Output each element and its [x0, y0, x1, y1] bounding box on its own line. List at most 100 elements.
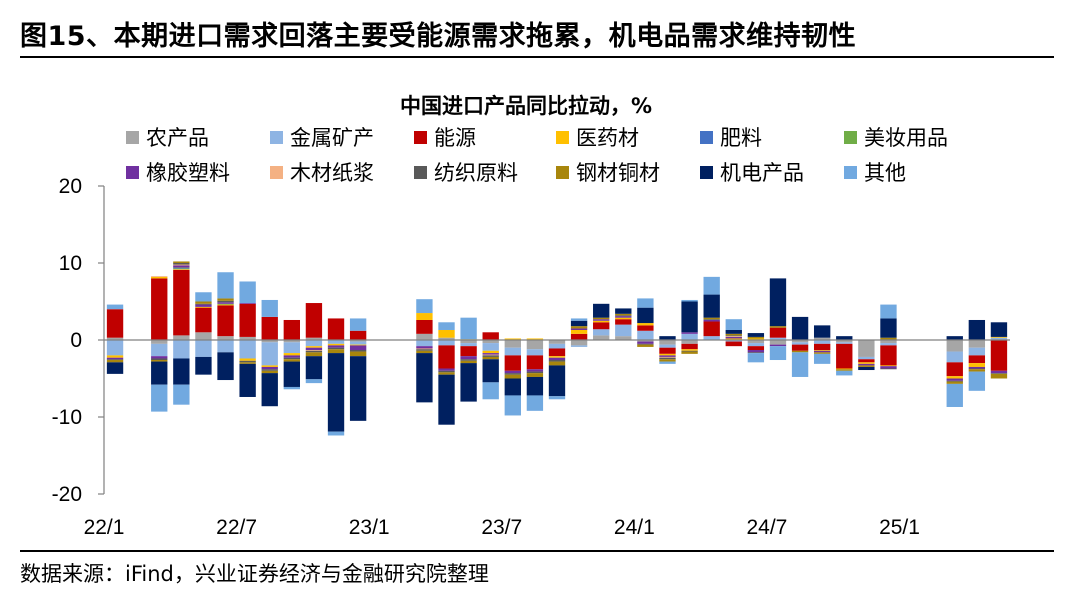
bar-segment-23/9-1	[548, 340, 566, 344]
bar-segment-24/3-9	[681, 350, 698, 352]
bar-segment-22/3-2	[151, 343, 168, 357]
bar-segment-22/5-4	[195, 306, 212, 308]
bar-segment-24/9-1	[813, 337, 831, 340]
bar-segment-23/4-2	[438, 340, 455, 346]
bar-segment-24/4-2	[703, 336, 720, 340]
bar-segment-23/5-12	[460, 317, 477, 340]
legend-swatch-10	[556, 166, 569, 179]
legend-swatch-4	[556, 131, 569, 144]
bar-segment-23/11-10	[593, 317, 610, 320]
bar-segment-22/9-3	[283, 319, 300, 340]
bar-segment-24/4-11	[703, 294, 720, 318]
bar-segment-22/9-2	[283, 342, 300, 354]
bar-segment-22/3-11	[151, 361, 168, 385]
bar-segment-23/12-2	[615, 324, 632, 337]
bar-segment-22/1-4	[106, 355, 124, 358]
bar-segment-22/10-8	[305, 350, 323, 351]
bar-segment-25/3-9	[946, 380, 963, 382]
bar-segment-23/11-3	[593, 322, 610, 330]
bar-segment-23/6-9	[482, 355, 499, 357]
bar-segment-22/9-1	[283, 340, 300, 343]
bar-segment-24/1-10	[637, 344, 654, 347]
legend-label-11: 机电产品	[720, 161, 804, 185]
bar-segment-23/11-4	[593, 320, 610, 323]
bar-segment-22/11-12	[327, 431, 345, 436]
bar-segment-23/5-9	[460, 359, 477, 361]
bar-segment-23/3-2	[416, 340, 433, 347]
bar-segment-23/4-3	[438, 345, 455, 369]
bar-segment-23/9-7	[548, 357, 566, 361]
bar-segment-22/5-3	[195, 307, 212, 333]
bar-segment-24/7-1	[769, 340, 787, 345]
bar-segment-23/10-10	[570, 326, 588, 329]
bar-segment-22/1-7	[106, 357, 124, 360]
bar-segment-23/4-10	[438, 372, 455, 375]
legend-swatch-2	[270, 131, 283, 144]
bar-segment-24/6-7	[747, 350, 765, 353]
bar-segment-22/3-12	[151, 384, 168, 412]
bar-segment-24/3-11	[681, 301, 698, 333]
bar-segment-22/7-7	[239, 303, 256, 304]
bar-segment-24/6-4	[747, 338, 765, 340]
bar-segment-24/2-12	[659, 361, 676, 364]
bar-segment-22/1-10	[106, 360, 124, 363]
legend-label-12: 其他	[864, 161, 906, 185]
bar-segment-23/3-12	[416, 299, 433, 314]
bar-segment-23/7-9	[504, 373, 521, 375]
bar-segment-24/8-11	[791, 316, 809, 340]
bar-segment-22/3-3	[151, 278, 168, 340]
bar-segment-24/5-2	[725, 340, 742, 342]
bar-segment-22/3-10	[151, 360, 168, 362]
legend-swatch-6	[844, 131, 857, 144]
bar-segment-24/2-3	[659, 347, 676, 354]
bar-segment-24/11-3	[858, 359, 875, 363]
bar-segment-22/1-3	[106, 309, 124, 338]
bar-segment-22/12-1	[349, 340, 367, 342]
bars-group	[106, 261, 1008, 436]
bar-segment-22/11-3	[327, 318, 345, 340]
bar-segment-23/7-11	[504, 378, 521, 396]
bar-segment-23/10-12	[570, 318, 588, 321]
bar-segment-22/7-4	[239, 358, 256, 361]
figure-title: 图15、本期进口需求回落主要受能源需求拖累，机电品需求维持韧性	[20, 21, 857, 52]
bar-segment-22/8-4	[261, 365, 278, 367]
bar-segment-22/1-11	[106, 362, 124, 374]
bar-segment-22/6-10	[217, 298, 234, 301]
bar-segment-22/11-10	[327, 349, 345, 354]
bar-segment-24/11-1	[858, 340, 875, 357]
bar-segment-22/5-2	[195, 340, 212, 357]
bar-segment-23/10-1	[570, 340, 588, 346]
bar-segment-24/7-3	[769, 327, 787, 338]
bar-segment-24/4-3	[703, 321, 720, 337]
x-tick-label: 23/1	[349, 516, 390, 539]
title-rule	[20, 56, 1054, 58]
legend-swatch-12	[844, 166, 857, 179]
legend-label-2: 金属矿产	[290, 126, 374, 150]
x-tick-label: 22/7	[216, 516, 257, 539]
bar-segment-22/6-7	[217, 302, 234, 304]
bar-segment-24/6-11	[747, 333, 765, 337]
bar-segment-23/7-12	[504, 395, 521, 416]
bar-segment-22/11-2	[327, 340, 345, 344]
bar-segment-25/3-4	[946, 376, 963, 379]
bar-segment-23/5-10	[460, 360, 477, 364]
bar-segment-24/2-7	[659, 355, 676, 357]
bar-segment-22/10-1	[305, 337, 323, 340]
bar-segment-23/3-8	[416, 348, 433, 350]
bar-segment-25/3-12	[946, 383, 963, 407]
bar-segment-22/9-11	[283, 361, 300, 387]
bar-segment-23/12-4	[615, 317, 632, 320]
bar-segment-25/4-11	[968, 319, 986, 340]
bar-segment-24/6-12	[747, 353, 765, 363]
x-tick-label: 24/1	[614, 516, 655, 539]
bar-segment-22/8-2	[261, 342, 278, 366]
bar-segment-23/9-10	[548, 361, 566, 366]
bar-segment-22/1-9	[106, 359, 124, 361]
bar-segment-23/6-7	[482, 353, 499, 355]
bar-segment-22/8-9	[261, 369, 278, 371]
bar-segment-22/6-9	[217, 300, 234, 303]
bar-segment-23/6-11	[482, 359, 499, 383]
bar-segment-24/1-7	[637, 341, 654, 344]
bar-segment-23/3-4	[416, 313, 433, 320]
y-tick-label: 20	[59, 175, 82, 198]
